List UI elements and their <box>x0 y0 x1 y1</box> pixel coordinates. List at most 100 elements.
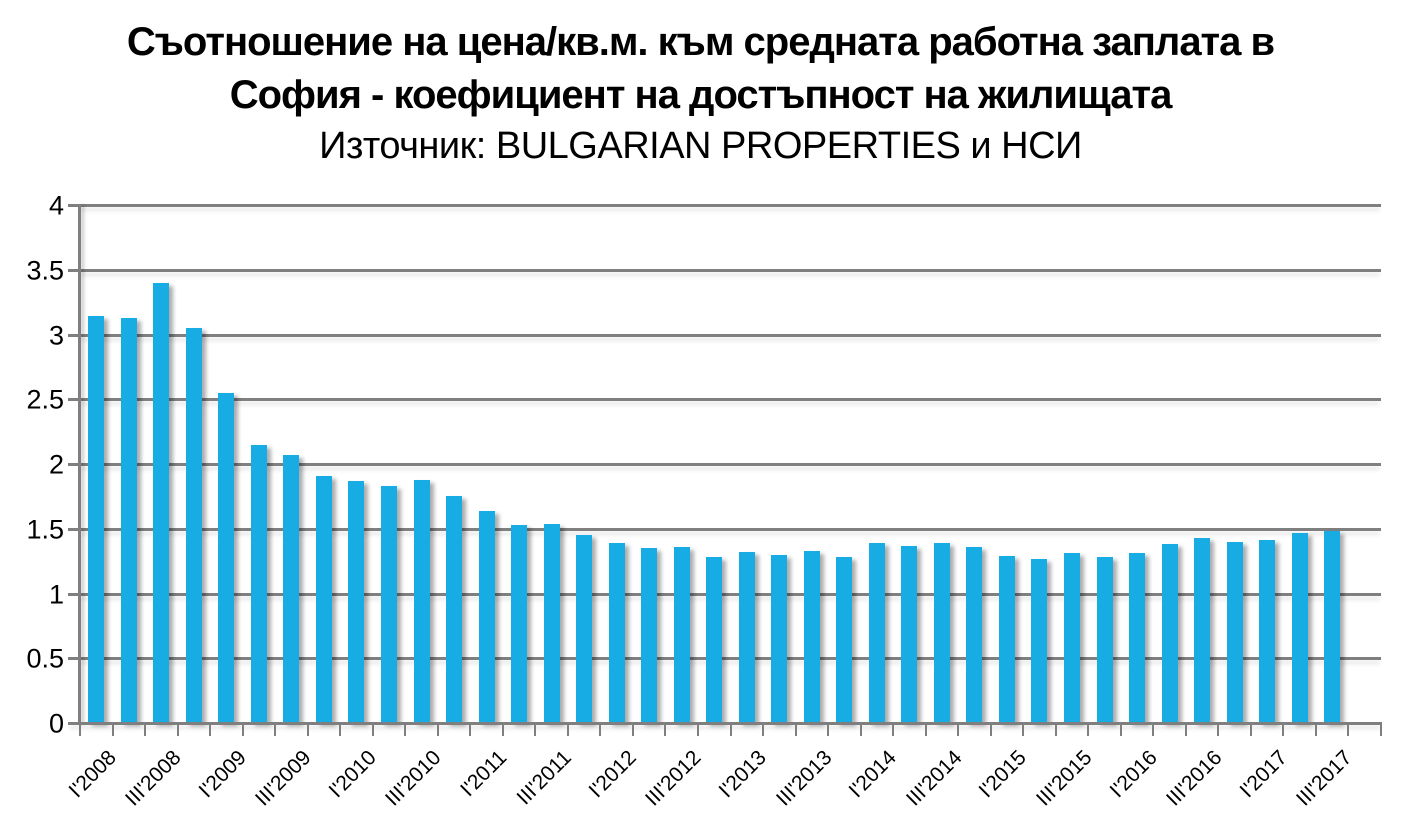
y-axis-label: 3.5 <box>26 255 64 286</box>
x-tick <box>566 725 569 736</box>
bar-I'2017 <box>1259 540 1276 723</box>
x-tick <box>501 725 504 736</box>
bar-I'2008 <box>88 316 105 723</box>
y-tick <box>68 657 80 661</box>
gridline <box>80 657 1381 661</box>
x-axis-label: III'2008 <box>121 746 186 811</box>
x-tick <box>794 725 797 736</box>
x-tick <box>436 725 439 736</box>
bar-II'2012 <box>641 548 658 723</box>
y-axis-label: 2.5 <box>26 384 64 415</box>
x-tick <box>762 725 765 736</box>
x-axis-label: I'2015 <box>974 746 1032 803</box>
bar-III'2010 <box>413 479 430 723</box>
x-tick <box>306 725 309 736</box>
x-tick <box>859 725 862 736</box>
x-tick <box>1152 725 1155 736</box>
x-axis-label: I'2009 <box>194 746 251 803</box>
x-axis-label: III'2013 <box>771 746 837 811</box>
gridline <box>80 204 1381 207</box>
bar-II'2011 <box>511 524 528 723</box>
y-tick <box>68 333 80 337</box>
x-tick <box>1119 725 1122 736</box>
y-axis-label: 2 <box>48 449 64 480</box>
bar-IV'2016 <box>1226 541 1243 723</box>
gridline <box>80 268 1381 272</box>
gridline <box>80 333 1381 337</box>
x-axis-label: I'2014 <box>844 746 902 803</box>
bar-I'2013 <box>738 552 755 723</box>
x-axis-label: I'2012 <box>584 746 641 803</box>
bar-I'2012 <box>608 542 625 723</box>
x-axis-label: III'2009 <box>251 746 316 811</box>
bar-III'2012 <box>673 546 690 723</box>
x-tick <box>1314 725 1317 736</box>
y-tick <box>68 398 80 402</box>
gridline <box>80 463 1381 466</box>
y-axis-label: 1.5 <box>26 514 64 545</box>
y-axis-line <box>78 205 81 725</box>
bar-II'2014 <box>901 545 918 723</box>
y-axis-label: 0 <box>48 708 64 739</box>
x-tick <box>1217 725 1220 736</box>
bar-III'2016 <box>1194 537 1211 723</box>
bar-IV'2010 <box>446 496 463 723</box>
x-tick <box>534 725 537 736</box>
x-tick <box>111 725 114 736</box>
chart-title-line1: Съотношение на цена/кв.м. към средната р… <box>126 20 1275 64</box>
x-tick <box>274 725 277 736</box>
bar-IV'2008 <box>185 328 202 723</box>
x-axis-label: I'2013 <box>714 746 772 803</box>
chart-subtitle: Източник: BULGARIAN PROPERTIES и НСИ <box>319 125 1082 167</box>
bar-I'2010 <box>348 480 365 723</box>
x-tick <box>631 725 634 736</box>
x-axis-label: I'2017 <box>1235 746 1292 803</box>
y-tick <box>68 463 80 466</box>
x-axis-label: III'2010 <box>381 746 446 811</box>
y-tick <box>68 592 80 596</box>
x-tick <box>144 725 147 736</box>
bar-IV'2014 <box>966 546 983 723</box>
x-tick <box>371 725 374 736</box>
x-tick <box>729 725 732 736</box>
chart-title-line2: София - коефициент на достъпност на жили… <box>229 73 1173 117</box>
x-tick <box>1347 725 1350 736</box>
x-tick <box>924 725 927 736</box>
x-axis-line <box>68 722 1382 725</box>
y-axis-label: 0.5 <box>26 643 64 674</box>
x-tick <box>241 725 244 736</box>
bar-IV'2012 <box>706 557 723 723</box>
x-axis-label: III'2016 <box>1161 746 1227 811</box>
bar-IV'2009 <box>315 475 332 723</box>
y-axis-label: 3 <box>48 320 64 350</box>
bar-III'2014 <box>933 542 950 723</box>
x-tick <box>176 725 179 736</box>
x-tick <box>339 725 342 736</box>
x-tick <box>1184 725 1187 736</box>
x-tick <box>1054 725 1057 736</box>
x-tick <box>209 725 212 736</box>
x-tick <box>1282 725 1285 736</box>
y-tick <box>68 527 80 531</box>
x-tick <box>1249 725 1252 736</box>
gridline <box>80 527 1381 531</box>
bar-I'2009 <box>218 392 235 723</box>
gridline <box>80 398 1381 402</box>
bar-II'2013 <box>771 554 788 723</box>
x-axis-label: I'2016 <box>1105 746 1162 803</box>
x-tick <box>827 725 830 736</box>
bar-III'2015 <box>1064 553 1080 723</box>
bar-III'2011 <box>543 523 560 723</box>
y-axis-label: 1 <box>48 579 64 609</box>
bar-III'2017 <box>1324 531 1341 723</box>
bar-I'2016 <box>1129 553 1146 723</box>
x-axis-label: I'2010 <box>324 746 381 803</box>
bar-I'2015 <box>998 555 1015 723</box>
chart-title: Съотношение на цена/кв.м. към средната р… <box>0 16 1401 170</box>
x-tick <box>469 725 472 736</box>
bar-IV'2011 <box>576 535 593 723</box>
bar-II'2015 <box>1031 558 1048 723</box>
x-axis-label: I'2008 <box>64 746 121 803</box>
